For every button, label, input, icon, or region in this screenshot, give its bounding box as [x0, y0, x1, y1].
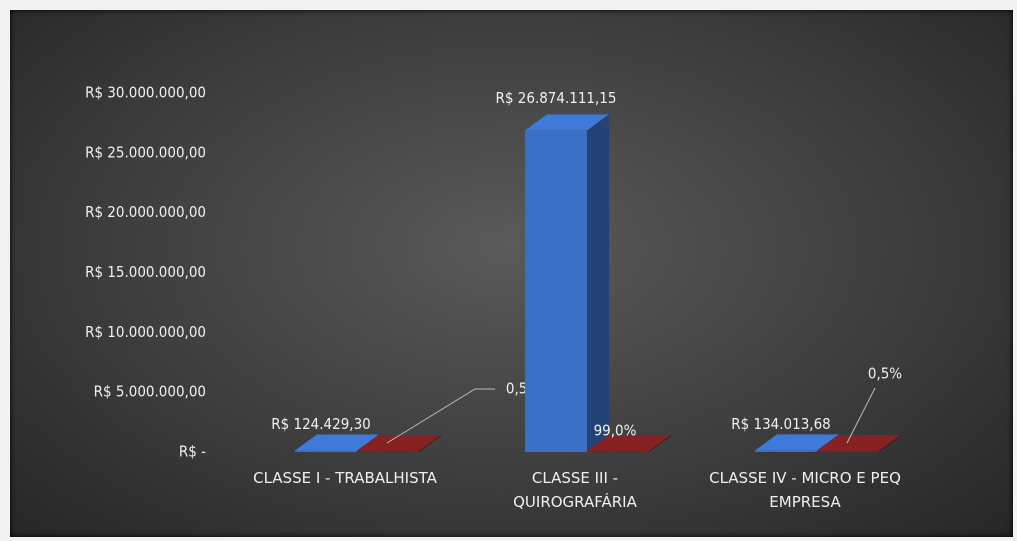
bar-side — [879, 435, 901, 452]
bar-front — [587, 451, 649, 452]
data-label: 0,5% — [868, 365, 902, 383]
bar-top — [755, 434, 839, 451]
data-label: R$ 26.874.111,15 — [496, 89, 617, 107]
y-tick-label: R$ 20.000.000,00 — [85, 203, 206, 221]
bar-front — [817, 451, 879, 452]
bar-front — [295, 450, 357, 452]
bar — [357, 435, 441, 452]
bar — [525, 114, 609, 453]
bar-side — [419, 435, 441, 452]
x-tick-label: CLASSE I - TRABALHISTA — [253, 469, 437, 487]
bar — [817, 435, 901, 452]
x-tick-label: CLASSE IV - MICRO E PEQ EMPRESA — [709, 469, 901, 511]
y-tick-label: R$ 5.000.000,00 — [94, 383, 206, 401]
data-label: R$ 124.429,30 — [271, 415, 371, 433]
bar-top — [587, 435, 671, 451]
bar-side — [649, 435, 671, 452]
y-tick-label: R$ 30.000.000,00 — [85, 84, 206, 102]
y-tick-label: R$ 25.000.000,00 — [85, 143, 206, 161]
bar — [587, 435, 671, 452]
bar-front — [357, 451, 419, 452]
bar-top — [295, 434, 379, 451]
data-label: 99,0% — [594, 422, 637, 440]
leader-line — [846, 387, 876, 444]
plot: R$ - R$ 5.000.000,00 R$ 10.000.000,00 R$ 15… — [85, 84, 902, 461]
y-tick-label: R$ - — [179, 443, 206, 461]
y-tick-label: R$ 10.000.000,00 — [85, 323, 206, 341]
data-label: R$ 134.013,68 — [731, 415, 831, 433]
x-tick-label: CLASSE III - QUIROGRAFÁRIA — [513, 469, 637, 511]
bar-top — [357, 435, 441, 451]
y-tick-label: R$ 15.000.000,00 — [85, 263, 206, 281]
bar-side — [587, 114, 609, 453]
leader-line — [386, 388, 495, 444]
bar-front — [525, 130, 587, 452]
bar-top — [817, 435, 901, 451]
bar-top — [525, 114, 609, 131]
bar-front — [755, 450, 817, 452]
